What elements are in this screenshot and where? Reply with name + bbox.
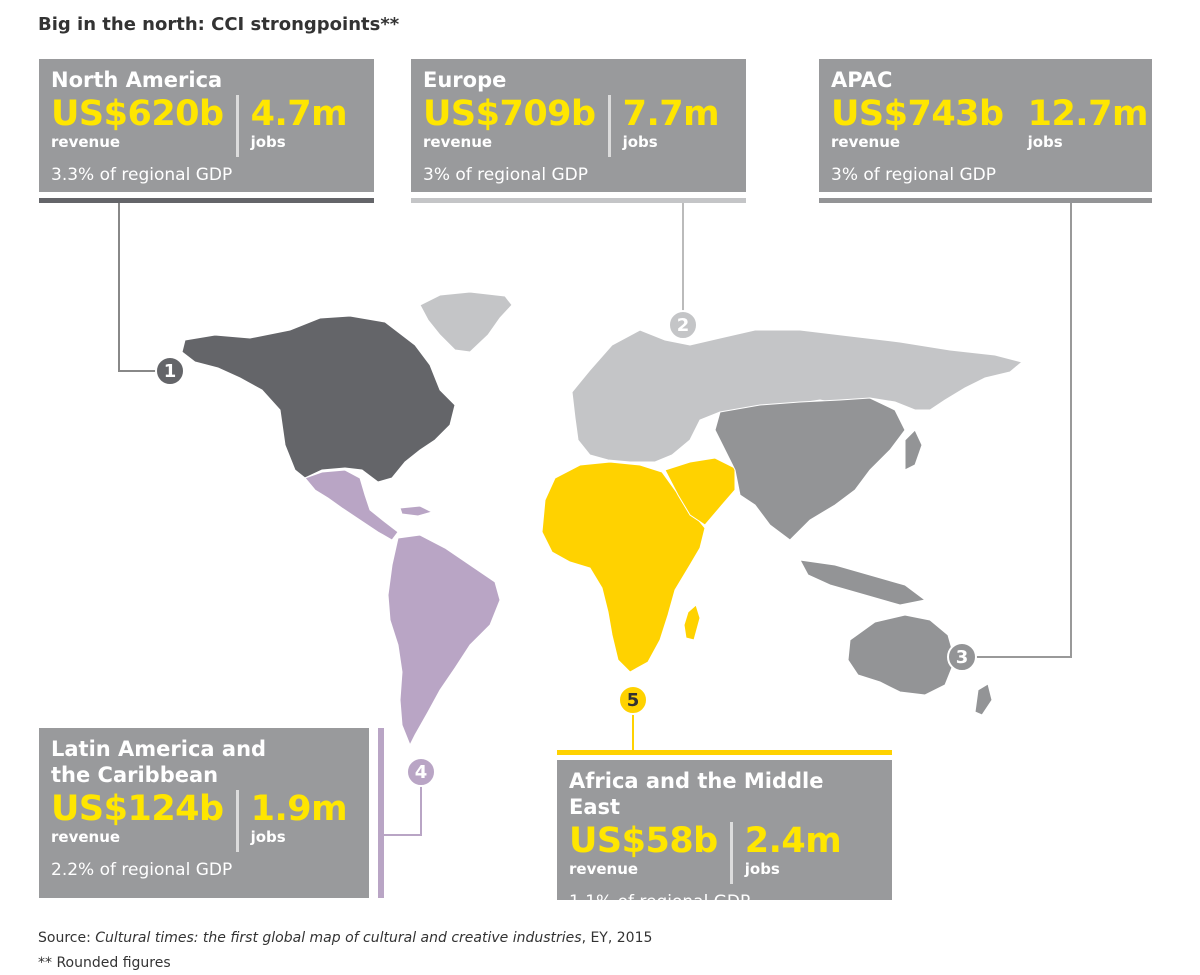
stat-divider	[235, 790, 239, 852]
africa-shape	[541, 461, 706, 673]
jobs-value: 4.7m	[250, 94, 348, 134]
revenue-value: US$620b	[51, 94, 224, 134]
revenue-value: US$124b	[51, 789, 224, 829]
jobs-label: jobs	[744, 860, 780, 878]
region-card-apac: APAC US$743b revenue 12.7m jobs 3% of regi…	[819, 59, 1152, 192]
stat-divider	[729, 822, 733, 884]
page-title: Big in the north: CCI strongpoints**	[38, 14, 400, 35]
indonesia-shape	[799, 559, 927, 606]
gdp-share: 3% of regional GDP	[423, 165, 588, 185]
source-prefix: Source:	[38, 930, 96, 946]
jobs-label: jobs	[250, 133, 286, 151]
madagascar-shape	[683, 604, 701, 641]
region-bar-apac	[819, 198, 1152, 203]
region-card-north-america: North America US$620b revenue 4.7m jobs 3.…	[39, 59, 374, 192]
region-name-line1: Latin America and	[51, 737, 267, 761]
region-stats: US$620b revenue 4.7m jobs	[51, 95, 362, 157]
revenue-label: revenue	[51, 828, 121, 846]
new-zealand-shape	[974, 683, 993, 716]
stat-divider	[607, 95, 611, 157]
connector-4-horizontal	[384, 834, 422, 836]
caribbean-shape	[399, 505, 434, 517]
region-stats: US$58b revenue 2.4m jobs	[569, 822, 880, 884]
jobs-value: 7.7m	[622, 94, 720, 134]
region-name: APAC	[831, 68, 893, 92]
revenue-value: US$58b	[569, 821, 718, 861]
asia-shape	[714, 397, 906, 541]
connector-3-vertical	[1070, 203, 1072, 658]
region-stats: US$124b revenue 1.9m jobs	[51, 790, 357, 852]
middle-east-shape	[664, 457, 736, 526]
region-bar-africa	[557, 750, 892, 755]
jobs-label: jobs	[1027, 133, 1063, 151]
footnote: ** Rounded figures	[38, 955, 171, 971]
south-america-shape	[387, 534, 501, 747]
australia-shape	[847, 614, 956, 696]
region-name: Africa and the Middle East	[569, 769, 824, 819]
jobs-value: 12.7m	[1027, 94, 1149, 134]
gdp-share: 3% of regional GDP	[831, 165, 996, 185]
revenue-value: US$743b	[831, 94, 1004, 134]
connector-4-vertical	[420, 786, 422, 836]
region-card-europe: Europe US$709b revenue 7.7m jobs 3% of reg…	[411, 59, 746, 192]
region-bar-latin-america	[378, 728, 384, 898]
revenue-label: revenue	[831, 133, 901, 151]
revenue-value: US$709b	[423, 94, 596, 134]
jobs-value: 1.9m	[250, 789, 348, 829]
jobs-label: jobs	[250, 828, 286, 846]
source-citation: Source: Cultural times: the first global…	[38, 930, 652, 946]
revenue-label: revenue	[423, 133, 493, 151]
region-stats: US$743b revenue 12.7m jobs	[831, 94, 1148, 157]
revenue-label: revenue	[51, 133, 121, 151]
marker-5: 5	[618, 685, 648, 715]
region-stats: US$709b revenue 7.7m jobs	[423, 95, 734, 157]
marker-1: 1	[155, 356, 185, 386]
europe-shape	[571, 329, 1024, 463]
marker-3: 3	[947, 642, 977, 672]
connector-1-vertical	[118, 203, 120, 371]
revenue-label: revenue	[569, 860, 639, 878]
gdp-share: 2.2% of regional GDP	[51, 860, 233, 880]
central-america-shape	[304, 469, 399, 541]
region-card-latin-america: Latin America and the Caribbean US$124b r…	[39, 728, 369, 898]
north-america-shape	[181, 315, 456, 483]
marker-4: 4	[406, 757, 436, 787]
connector-1-horizontal	[118, 370, 158, 372]
source-suffix: , EY, 2015	[581, 930, 653, 946]
connector-5-vertical	[632, 714, 634, 752]
region-bar-north-america	[39, 198, 374, 203]
marker-2: 2	[668, 310, 698, 340]
connector-2-vertical	[682, 203, 684, 311]
jobs-value: 2.4m	[744, 821, 842, 861]
japan-shape	[904, 429, 923, 471]
jobs-label: jobs	[622, 133, 658, 151]
region-name-line2: the Caribbean	[51, 763, 219, 787]
gdp-share: 3.3% of regional GDP	[51, 165, 233, 185]
region-bar-europe	[411, 198, 746, 203]
gdp-share: 1.1% of regional GDP	[569, 892, 751, 912]
region-name: North America	[51, 68, 223, 92]
source-title: Cultural times: the first global map of …	[95, 930, 582, 946]
stat-divider	[235, 95, 239, 157]
region-card-africa: Africa and the Middle East US$58b revenue…	[557, 760, 892, 912]
greenland-shape	[419, 291, 513, 353]
connector-3-horizontal	[975, 656, 1072, 658]
region-name: Europe	[423, 68, 507, 92]
